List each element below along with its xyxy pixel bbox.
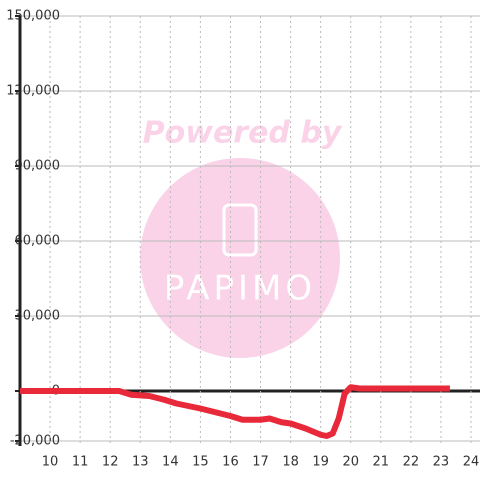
x-tick-label: 19 [312, 455, 329, 470]
watermark-text: Powered by [143, 116, 343, 151]
x-tick-label: 18 [282, 455, 299, 470]
x-tick-label: 12 [102, 455, 119, 470]
x-tick-label: 10 [42, 455, 59, 470]
x-tick-label: 22 [403, 455, 420, 470]
x-tick-label: 21 [373, 455, 390, 470]
data-line [20, 384, 450, 439]
x-tick-label: 15 [192, 455, 209, 470]
y-tick-label: 60,000 [15, 234, 61, 249]
x-tick-label: 23 [433, 455, 450, 470]
x-tick-label: 11 [72, 455, 89, 470]
x-tick-label: 13 [132, 455, 149, 470]
x-tick-label: 20 [342, 455, 359, 470]
y-tick-label: 150,000 [6, 9, 60, 24]
y-tick-label: 120,000 [6, 84, 60, 99]
x-tick-label: 14 [162, 455, 179, 470]
y-tick-label: 90,000 [15, 159, 61, 174]
y-tick-label: 30,000 [15, 309, 61, 324]
watermark-logo [140, 158, 340, 358]
watermark-brand: PAPIMO [164, 269, 316, 309]
x-tick-label: 16 [222, 455, 239, 470]
x-tick-label: 24 [463, 455, 480, 470]
y-tick-label: -20,000 [10, 434, 60, 449]
x-tick-label: 17 [252, 455, 269, 470]
watermark-icon [222, 203, 258, 257]
